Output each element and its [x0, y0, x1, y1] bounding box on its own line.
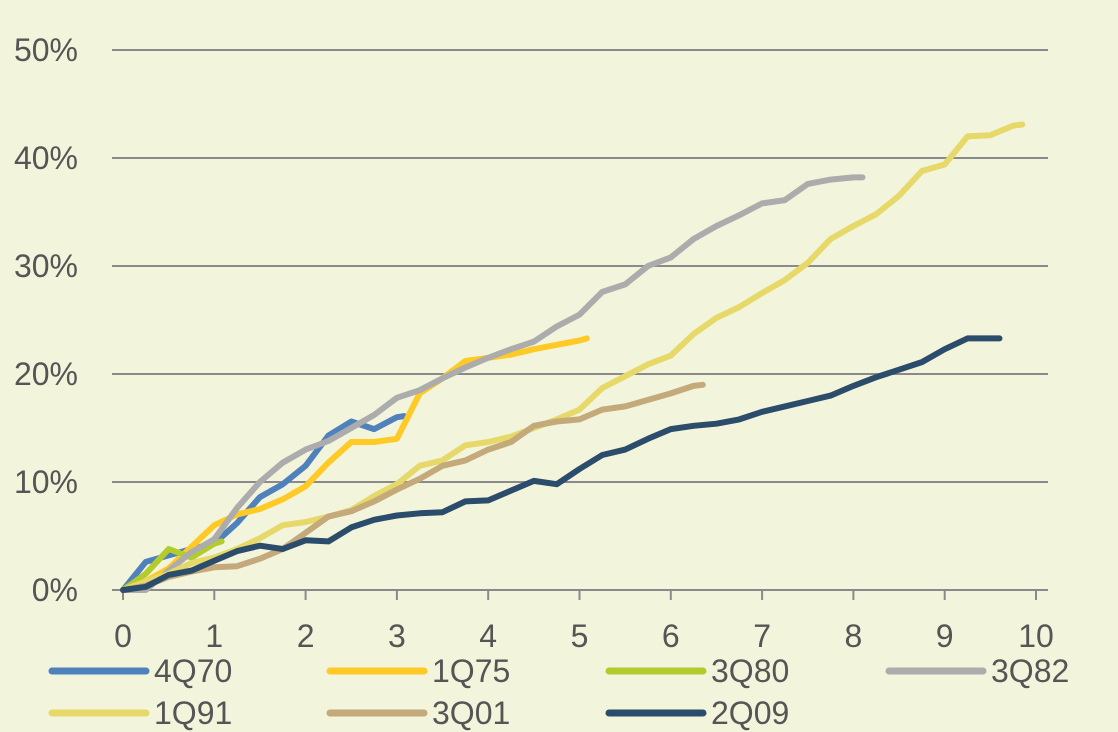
series-line-1q75 [120, 335, 590, 593]
series-line-1q91 [120, 121, 1026, 593]
y-tick-label: 40% [14, 140, 78, 176]
legend-label: 1Q91 [154, 695, 232, 731]
series-line-3q01 [120, 381, 706, 593]
legend-item-1q91: 1Q91 [48, 695, 232, 731]
series-line-3q80 [120, 538, 225, 593]
y-tick-label: 20% [14, 356, 78, 392]
legend-item-3q80: 3Q80 [605, 653, 789, 689]
x-tick-label: 8 [845, 618, 863, 654]
legend: 4Q70 1Q75 3Q80 3Q82 1Q91 3Q01 2Q09 [48, 653, 1069, 731]
legend-label: 4Q70 [154, 653, 232, 689]
legend-label: 3Q01 [432, 695, 510, 731]
x-tick-label: 1 [205, 618, 223, 654]
x-tick-label: 5 [571, 618, 589, 654]
y-tick-label: 30% [14, 248, 78, 284]
legend-item-3q82: 3Q82 [885, 653, 1069, 689]
x-tick-label: 10 [1018, 618, 1054, 654]
series-line-3q82 [120, 174, 866, 593]
x-tick-label: 7 [753, 618, 771, 654]
legend-label: 3Q80 [711, 653, 789, 689]
legend-label: 3Q82 [991, 653, 1069, 689]
x-tick-label: 9 [936, 618, 954, 654]
x-tick-label: 0 [114, 618, 132, 654]
x-tick-label: 3 [388, 618, 406, 654]
axes [112, 589, 1048, 600]
legend-item-2q09: 2Q09 [605, 695, 789, 731]
x-tick-label: 2 [297, 618, 315, 654]
legend-label: 1Q75 [432, 653, 510, 689]
legend-item-4q70: 4Q70 [48, 653, 232, 689]
tick-labels: 0% 10% 20% 30% 40% 50% 0 1 2 3 4 5 6 7 8 9 10 [14, 32, 1054, 654]
x-tick-label: 6 [662, 618, 680, 654]
series-line-4q70 [120, 413, 408, 593]
series-lines [120, 121, 1026, 593]
legend-item-1q75: 1Q75 [326, 653, 510, 689]
series-line-2q09 [120, 335, 1003, 593]
y-tick-label: 0% [32, 572, 78, 608]
y-tick-label: 10% [14, 464, 78, 500]
legend-item-3q01: 3Q01 [326, 695, 510, 731]
legend-label: 2Q09 [711, 695, 789, 731]
y-tick-label: 50% [14, 32, 78, 68]
x-tick-label: 4 [479, 618, 497, 654]
